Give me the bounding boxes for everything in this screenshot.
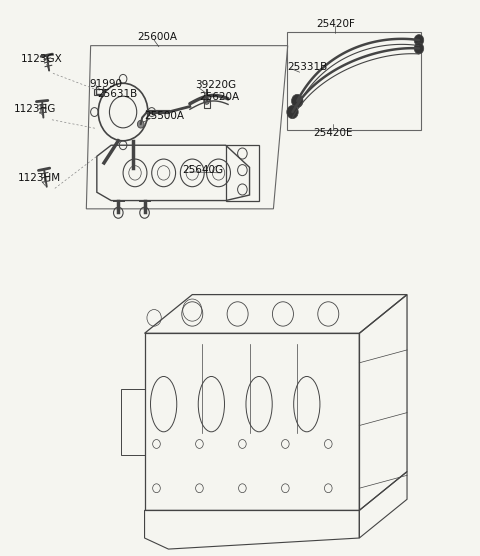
Text: 25331B: 25331B [288,62,328,72]
Text: 25620A: 25620A [199,92,240,102]
Text: 25420E: 25420E [313,128,353,138]
Circle shape [414,34,424,46]
Circle shape [137,120,144,128]
Circle shape [414,43,424,54]
Text: 1123HM: 1123HM [18,173,61,183]
Bar [204,99,210,108]
Circle shape [291,95,303,108]
Text: 1123HG: 1123HG [13,105,56,115]
Text: 25420F: 25420F [316,18,355,28]
Text: 1123GX: 1123GX [21,54,62,64]
Text: 25500A: 25500A [144,111,184,121]
Text: 25600A: 25600A [137,32,178,42]
Bar [95,89,104,96]
Text: 25640G: 25640G [183,165,224,175]
Circle shape [204,98,209,105]
Circle shape [287,106,298,118]
Text: 91990: 91990 [90,80,123,90]
Text: 25631B: 25631B [97,90,137,100]
Text: 39220G: 39220G [195,80,236,90]
